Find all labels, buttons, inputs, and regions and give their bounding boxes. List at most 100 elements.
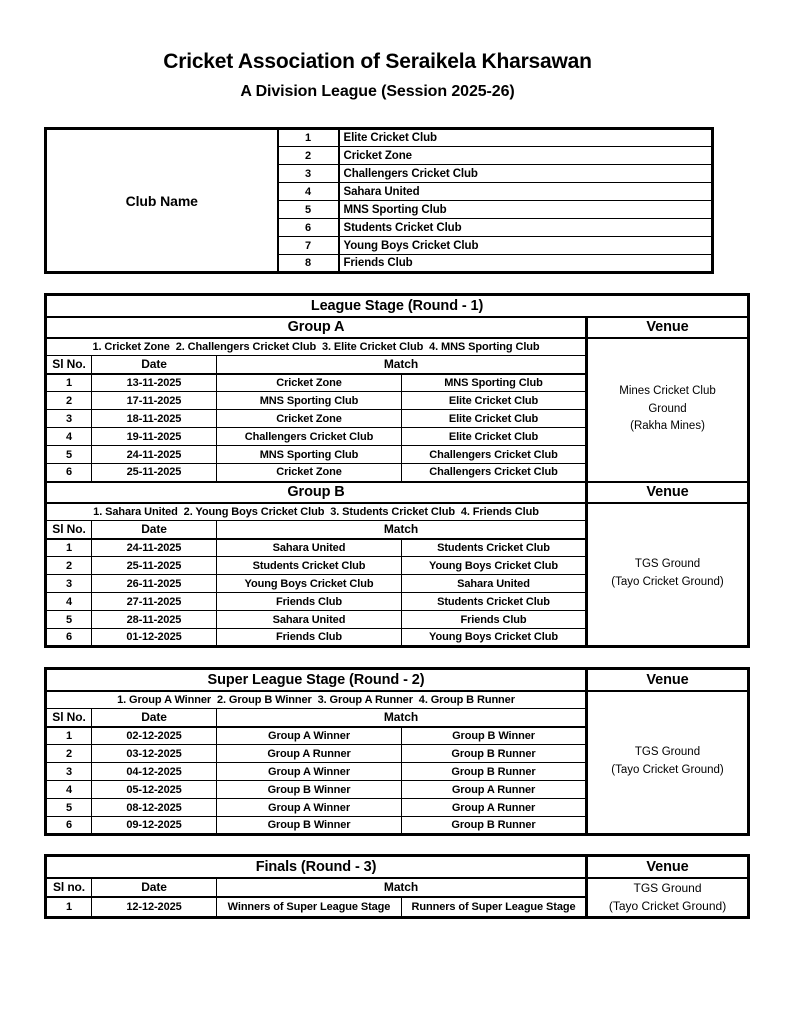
row-date: 03-12-2025 xyxy=(91,744,217,763)
club-name: MNS Sporting Club xyxy=(338,200,713,219)
table-row: 8 Friends Club xyxy=(46,254,713,273)
match-home: Group A Winner xyxy=(216,762,402,781)
super-league-round2-table: Super League Stage (Round - 2) Venue 1. … xyxy=(44,667,750,836)
match-away: Group B Winner xyxy=(401,726,587,745)
table-row: 1 24-11-2025 Sahara United Students Cric… xyxy=(45,538,749,557)
club-no: 5 xyxy=(276,200,340,219)
table-row: 1 12-12-2025 Winners of Super League Sta… xyxy=(45,896,749,918)
row-sl: 1 xyxy=(45,538,92,557)
row-sl: 5 xyxy=(45,610,92,629)
venue-header: Venue xyxy=(585,668,749,692)
row-date: 24-11-2025 xyxy=(91,538,217,557)
row-sl: 6 xyxy=(45,628,92,647)
club-no: 7 xyxy=(276,236,340,255)
club-no: 2 xyxy=(276,146,340,165)
match-away: Sahara United xyxy=(401,574,587,593)
match-away: Students Cricket Club xyxy=(401,538,587,557)
col-header-match: Match xyxy=(216,708,587,728)
table-row: 1. Cricket Zone 2. Challengers Cricket C… xyxy=(45,337,750,482)
venue-line: Mines Cricket Club xyxy=(619,384,716,397)
page-subtitle: A Division League (Session 2025-26) xyxy=(240,83,515,100)
table-row: League Stage (Round - 1) xyxy=(44,294,750,318)
venue-header: Venue xyxy=(584,315,750,339)
row-sl: 3 xyxy=(45,574,92,593)
col-header-sl: Sl No. xyxy=(45,708,92,728)
table-row: 2 03-12-2025 Group A Runner Group B Runn… xyxy=(45,744,749,763)
row-date: 24-11-2025 xyxy=(91,445,217,464)
match-home: Young Boys Cricket Club xyxy=(216,574,402,593)
group-header: Group B xyxy=(45,480,587,504)
row-sl: 4 xyxy=(45,427,92,446)
row-sl: 6 xyxy=(45,816,92,835)
row-sl: 3 xyxy=(45,409,92,428)
match-home: MNS Sporting Club xyxy=(216,445,402,464)
row-sl: 1 xyxy=(45,896,92,918)
match-home: Group A Runner xyxy=(216,744,402,763)
table-row: 5 28-11-2025 Sahara United Friends Club xyxy=(45,610,749,629)
row-date: 25-11-2025 xyxy=(91,556,217,575)
match-home: Cricket Zone xyxy=(216,373,402,392)
match-home: Cricket Zone xyxy=(216,463,402,482)
table-row: 1. Sahara United 2. Young Boys Cricket C… xyxy=(45,502,750,647)
page-title: Cricket Association of Seraikela Kharsaw… xyxy=(163,50,592,73)
match-away: Students Cricket Club xyxy=(401,592,587,611)
col-header-date: Date xyxy=(91,708,217,728)
club-name: Challengers Cricket Club xyxy=(338,164,713,183)
match-home: Sahara United xyxy=(216,538,402,557)
col-header-date: Date xyxy=(91,520,217,540)
table-row: Club Name 1 Elite Cricket Club xyxy=(45,128,713,273)
row-date: 25-11-2025 xyxy=(91,463,217,482)
finals-round3-table: Finals (Round - 3) Venue Sl no. Date Mat… xyxy=(44,854,751,919)
match-away: Group A Runner xyxy=(401,798,587,817)
match-home: Group A Winner xyxy=(216,726,402,745)
row-date: 17-11-2025 xyxy=(91,391,217,410)
venue-line: TGS Ground xyxy=(634,558,701,571)
club-name: Students Cricket Club xyxy=(338,218,713,237)
col-header-sl: Sl No. xyxy=(45,520,92,540)
match-away: Challengers Cricket Club xyxy=(401,445,587,464)
match-away: Group B Runner xyxy=(401,744,587,763)
table-row: Finals (Round - 3) Venue xyxy=(44,855,750,879)
venue-line: (Tayo Cricket Ground) xyxy=(611,764,724,777)
row-date: 05-12-2025 xyxy=(91,780,217,799)
club-no: 1 xyxy=(276,128,340,147)
match-away: Group A Runner xyxy=(401,780,587,799)
row-date: 28-11-2025 xyxy=(91,610,217,629)
match-home: Friends Club xyxy=(216,592,402,611)
row-sl: 1 xyxy=(45,373,92,392)
table-row: Super League Stage (Round - 2) Venue xyxy=(45,668,749,692)
group-b-header-row: Group B Venue xyxy=(45,480,750,504)
table-row: Sl No. Date Match xyxy=(45,708,749,728)
match-home: Sahara United xyxy=(216,610,402,629)
match-away: Group B Runner xyxy=(401,762,587,781)
row-date: 19-11-2025 xyxy=(91,427,217,446)
table-row: 3 26-11-2025 Young Boys Cricket Club Sah… xyxy=(45,574,749,593)
match-away: Friends Club xyxy=(401,610,587,629)
row-date: 04-12-2025 xyxy=(91,762,217,781)
match-away: Group B Runner xyxy=(401,816,587,835)
row-date: 12-12-2025 xyxy=(91,896,217,918)
match-away: Runners of Super League Stage xyxy=(400,896,588,918)
club-name: Friends Club xyxy=(338,254,713,273)
table-row: 1 02-12-2025 Group A Winner Group B Winn… xyxy=(45,726,749,745)
table-row: 5 08-12-2025 Group A Winner Group A Runn… xyxy=(45,798,749,817)
row-sl: 5 xyxy=(45,798,92,817)
venue-header: Venue xyxy=(584,480,750,504)
table-row: 3 18-11-2025 Cricket Zone Elite Cricket … xyxy=(45,409,749,428)
section-title: Finals (Round - 3) xyxy=(44,855,588,879)
row-date: 26-11-2025 xyxy=(91,574,217,593)
venue-cell: TGS Ground (Tayo Cricket Ground) xyxy=(584,502,750,647)
col-header-date: Date xyxy=(91,876,217,898)
row-date: 27-11-2025 xyxy=(91,592,217,611)
match-away: Elite Cricket Club xyxy=(401,391,587,410)
venue-cell: TGS Ground (Tayo Cricket Ground) xyxy=(585,877,750,919)
table-row: 6 Students Cricket Club xyxy=(46,218,713,237)
table-row: 6 25-11-2025 Cricket Zone Challengers Cr… xyxy=(45,463,749,482)
club-label: Club Name xyxy=(45,128,279,273)
match-away: Challengers Cricket Club xyxy=(401,463,587,482)
row-date: 02-12-2025 xyxy=(91,726,217,745)
table-row: 2 17-11-2025 MNS Sporting Club Elite Cri… xyxy=(45,391,749,410)
row-date: 18-11-2025 xyxy=(91,409,217,428)
table-row: 1. Group A Winner 2. Group B Winner 3. G… xyxy=(45,690,749,835)
